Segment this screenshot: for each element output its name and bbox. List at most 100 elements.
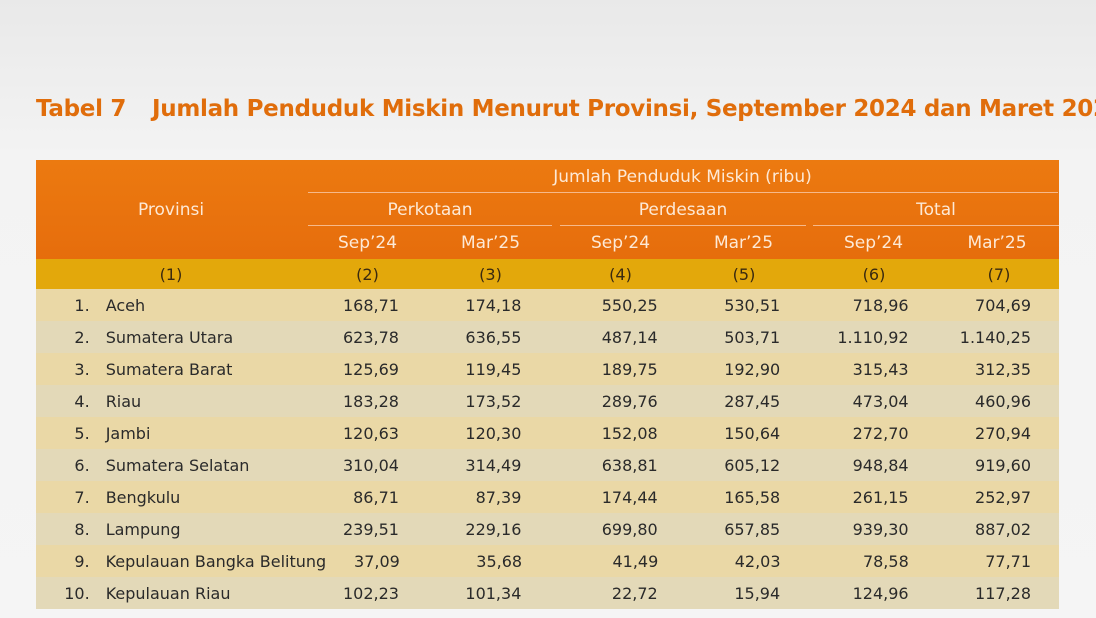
value-cell: 310,04 (305, 456, 427, 475)
col-number: (4) (552, 265, 689, 284)
table-row: 7. Bengkulu 86,71 87,39 174,44 165,58 261,15 25… (36, 481, 1059, 513)
value-cell: 1.110,92 (808, 328, 936, 347)
value-cell: 623,78 (305, 328, 427, 347)
value-cell: 120,30 (427, 424, 549, 443)
province-name: Bengkulu (92, 488, 305, 507)
value-cell: 165,58 (686, 488, 808, 507)
row-number: 9. (36, 552, 92, 571)
value-cell: 272,70 (808, 424, 936, 443)
row-number: 10. (36, 584, 92, 603)
table-number: Tabel 7 (36, 96, 152, 122)
province-name: Kepulauan Riau (92, 584, 305, 603)
value-cell: 503,71 (686, 328, 808, 347)
value-cell: 312,35 (937, 360, 1059, 379)
value-cell: 41,49 (550, 552, 686, 571)
header-divider (813, 225, 1059, 226)
province-name: Sumatera Barat (92, 360, 305, 379)
value-cell: 173,52 (427, 392, 549, 411)
value-cell: 192,90 (686, 360, 808, 379)
header-divider (560, 225, 806, 226)
header-provinsi: Provinsi (36, 200, 306, 220)
value-cell: 261,15 (808, 488, 936, 507)
row-number: 4. (36, 392, 92, 411)
row-number: 2. (36, 328, 92, 347)
province-name: Jambi (92, 424, 305, 443)
value-cell: 919,60 (937, 456, 1059, 475)
col-number: (2) (306, 265, 429, 284)
value-cell: 636,55 (427, 328, 549, 347)
value-cell: 152,08 (549, 424, 685, 443)
col-number: (7) (949, 265, 1049, 284)
col-number: (6) (799, 265, 949, 284)
row-number: 7. (36, 488, 92, 507)
row-number: 1. (36, 296, 92, 315)
table-row: 10. Kepulauan Riau 102,23 101,34 22,72 15,94 1… (36, 577, 1059, 609)
value-cell: 35,68 (428, 552, 550, 571)
value-cell: 704,69 (937, 296, 1059, 315)
value-cell: 605,12 (686, 456, 808, 475)
col-number: (1) (36, 265, 306, 284)
province-name: Aceh (92, 296, 305, 315)
col-number: (3) (429, 265, 552, 284)
row-number: 8. (36, 520, 92, 539)
value-cell: 22,72 (549, 584, 685, 603)
header-period: Mar’25 (682, 233, 805, 253)
province-name: Sumatera Selatan (92, 456, 305, 475)
value-cell: 550,25 (549, 296, 685, 315)
value-cell: 699,80 (549, 520, 685, 539)
value-cell: 120,63 (305, 424, 427, 443)
table-row: 1. Aceh 168,71 174,18 550,25 530,51 718,96 704,… (36, 289, 1059, 321)
value-cell: 15,94 (686, 584, 808, 603)
column-number-row: (1) (2) (3) (4) (5) (6) (7) (36, 259, 1059, 289)
header-divider (308, 225, 552, 226)
value-cell: 168,71 (305, 296, 427, 315)
table-row: 6. Sumatera Selatan 310,04 314,49 638,81 605,… (36, 449, 1059, 481)
value-cell: 42,03 (686, 552, 808, 571)
value-cell: 125,69 (305, 360, 427, 379)
poverty-table: Provinsi Jumlah Penduduk Miskin (ribu) P… (36, 160, 1059, 609)
table-row: 2. Sumatera Utara 623,78 636,55 487,14 503,71… (36, 321, 1059, 353)
value-cell: 887,02 (937, 520, 1059, 539)
value-cell: 315,43 (808, 360, 936, 379)
header-period: Sep’24 (812, 233, 935, 253)
value-cell: 314,49 (427, 456, 549, 475)
header-divider (308, 192, 1058, 193)
value-cell: 189,75 (549, 360, 685, 379)
value-cell: 252,97 (937, 488, 1059, 507)
value-cell: 119,45 (427, 360, 549, 379)
col-number: (5) (689, 265, 799, 284)
province-name: Riau (92, 392, 305, 411)
header-perdesaan: Perdesaan (560, 200, 806, 220)
province-name: Lampung (92, 520, 305, 539)
header-period: Sep’24 (559, 233, 682, 253)
value-cell: 638,81 (549, 456, 685, 475)
value-cell: 87,39 (427, 488, 549, 507)
value-cell: 657,85 (686, 520, 808, 539)
value-cell: 1.140,25 (937, 328, 1059, 347)
header-period: Mar’25 (935, 233, 1059, 253)
table-body: 1. Aceh 168,71 174,18 550,25 530,51 718,96 704,… (36, 289, 1059, 609)
table-row: 5. Jambi 120,63 120,30 152,08 150,64 272,70 270… (36, 417, 1059, 449)
row-number: 5. (36, 424, 92, 443)
value-cell: 78,58 (809, 552, 937, 571)
value-cell: 948,84 (808, 456, 936, 475)
header-period: Sep’24 (306, 233, 429, 253)
value-cell: 174,44 (549, 488, 685, 507)
province-name: Kepulauan Bangka Belitung (92, 552, 306, 571)
header-perkotaan: Perkotaan (308, 200, 552, 220)
header-group: Jumlah Penduduk Miskin (ribu) (306, 167, 1059, 187)
value-cell: 174,18 (427, 296, 549, 315)
row-number: 3. (36, 360, 92, 379)
value-cell: 487,14 (549, 328, 685, 347)
table-row: 9. Kepulauan Bangka Belitung 37,09 35,68 41,… (36, 545, 1059, 577)
header-total: Total (813, 200, 1059, 220)
value-cell: 530,51 (686, 296, 808, 315)
table-title: Tabel 7 Jumlah Penduduk Miskin Menurut Pr… (36, 96, 1096, 122)
value-cell: 77,71 (937, 552, 1059, 571)
header-period: Mar’25 (429, 233, 552, 253)
table-row: 8. Lampung 239,51 229,16 699,80 657,85 939,30 8… (36, 513, 1059, 545)
value-cell: 117,28 (937, 584, 1059, 603)
table-row: 3. Sumatera Barat 125,69 119,45 189,75 192,90… (36, 353, 1059, 385)
value-cell: 289,76 (549, 392, 685, 411)
row-number: 6. (36, 456, 92, 475)
